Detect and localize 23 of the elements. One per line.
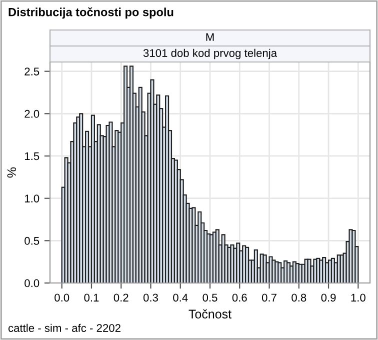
y-tick-label: 0.5 [24, 236, 40, 245]
y-tick-label: 1.0 [24, 194, 40, 202]
x-tick-label: 0.5 [202, 294, 218, 302]
text: 3101 dob kod prvog telenja [143, 48, 278, 60]
y-tick-label: 2.5 [24, 68, 40, 76]
x-tick-label: 1.0 [351, 294, 366, 302]
x-tick-label: 0.0 [54, 294, 70, 302]
x-tick-label: 0.6 [232, 294, 247, 302]
y-tick-label: 0.0 [24, 279, 40, 288]
x-tick-label: 0.7 [262, 294, 276, 302]
x-tick-label: 0.3 [143, 294, 158, 302]
y-tick-label: 2.0 [24, 110, 40, 118]
chart-title: Distribucija točnosti po spolu [8, 7, 174, 19]
x-tick-label: 0.9 [321, 294, 336, 302]
x-tick-label: 0.2 [114, 294, 128, 302]
y-tick-label: 1.5 [24, 152, 40, 160]
x-tick-label: 0.8 [292, 294, 306, 302]
x-axis-title: Točnost [188, 309, 232, 319]
text: M [206, 33, 214, 41]
text: cattle - sim - afc - 2202 [8, 324, 120, 332]
x-tick-label: 0.4 [173, 294, 188, 302]
y-axis-title: % [7, 167, 16, 178]
x-tick-label: 0.1 [84, 294, 99, 302]
